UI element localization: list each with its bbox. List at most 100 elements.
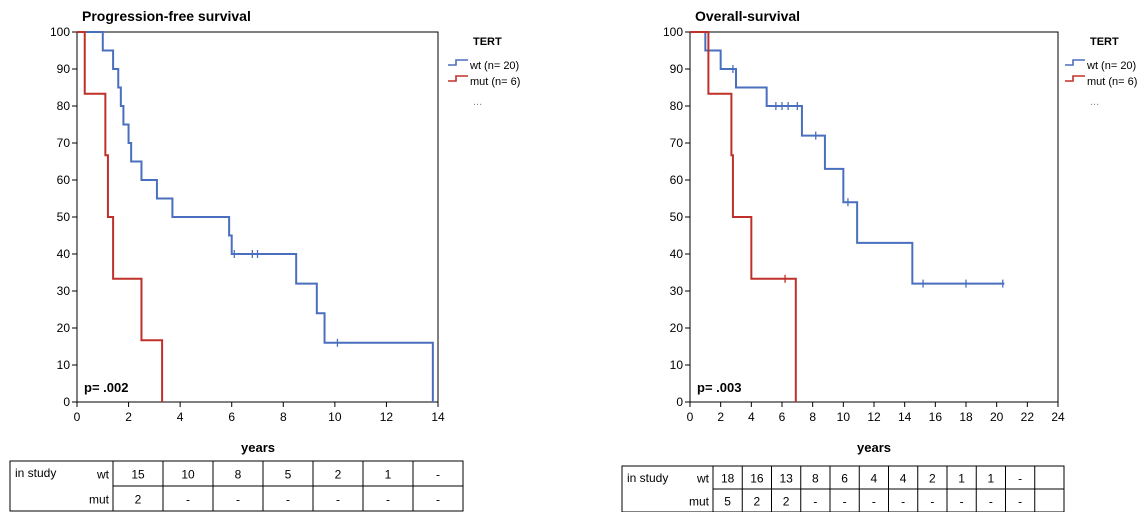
x-axis-label: years — [241, 440, 275, 455]
y-tick-label: 0 — [676, 395, 683, 409]
x-axis-label: years — [857, 440, 891, 455]
x-tick-label: 12 — [867, 410, 881, 424]
x-tick-label: 4 — [748, 410, 755, 424]
risk-table: in study wt 18 16 13 8 6 4 4 2 1 1 - mut 5 2 2 - - - - - - - - — [621, 465, 1065, 512]
table-cell: - — [930, 495, 934, 509]
y-tick-label: 50 — [670, 210, 684, 224]
table-cell: 5 — [285, 468, 292, 482]
legend-swatch — [1065, 75, 1085, 82]
table-cell: - — [872, 495, 876, 509]
table-group-label: mut — [89, 493, 110, 507]
table-cell: - — [989, 495, 993, 509]
table-cell: 2 — [135, 493, 142, 507]
table-cell: - — [843, 495, 847, 509]
legend-swatch — [1065, 59, 1085, 66]
x-tick-label: 14 — [431, 410, 445, 424]
x-tick-label: 18 — [959, 410, 973, 424]
series-wt — [77, 31, 434, 402]
x-tick-label: 14 — [898, 410, 912, 424]
legend: TERT wt (n= 20) mut (n= 6)... — [1065, 36, 1137, 108]
table-cell: 1 — [958, 472, 965, 486]
legend-title: TERT — [1090, 36, 1119, 48]
y-tick-label: 40 — [57, 247, 71, 261]
table-cell: - — [1018, 472, 1022, 486]
series-mut — [77, 31, 164, 402]
x-tick-label: 6 — [779, 410, 786, 424]
table-cell: - — [436, 493, 440, 507]
x-axis: 0 2 4 6 8 10 12 14 — [74, 402, 445, 424]
x-tick-label: 2 — [125, 410, 132, 424]
table-cell: 4 — [871, 472, 878, 486]
x-tick-label: 0 — [687, 410, 694, 424]
table-cell: 2 — [335, 468, 342, 482]
y-tick-label: 30 — [670, 284, 684, 298]
table-cell: - — [436, 468, 440, 482]
x-tick-label: 10 — [328, 410, 342, 424]
legend-label: mut (n= 6) — [1087, 76, 1137, 88]
table-cell: 16 — [750, 472, 764, 486]
legend-more: ... — [1090, 96, 1099, 108]
legend-swatch — [448, 59, 468, 66]
survival-line — [77, 31, 434, 402]
y-tick-label: 70 — [670, 136, 684, 150]
p-value-label: p= .003 — [697, 380, 741, 395]
risk-table: in study wt 15 10 8 5 2 1 - mut 2 - - - - - - — [9, 460, 464, 512]
series-mut — [690, 31, 797, 402]
chart-1: Progression-free survival010203040506070… — [9, 8, 520, 512]
y-axis: 0 10 20 30 40 50 60 70 80 90 100 — [50, 25, 77, 409]
table-cell: 2 — [929, 472, 936, 486]
table-cell: 6 — [841, 472, 848, 486]
table-label: in study — [627, 471, 668, 485]
y-tick-label: 70 — [57, 136, 71, 150]
survival-line — [690, 31, 797, 402]
table-cell: 10 — [181, 468, 195, 482]
table-cell: - — [1018, 495, 1022, 509]
survival-line — [690, 31, 1005, 285]
y-axis: 0 10 20 30 40 50 60 70 80 90 100 — [663, 25, 690, 409]
x-tick-label: 6 — [228, 410, 235, 424]
y-tick-label: 100 — [50, 25, 70, 39]
table-cell: - — [286, 493, 290, 507]
chart-title: Overall-survival — [695, 8, 800, 24]
table-label: in study — [15, 466, 56, 480]
table-cell: 2 — [754, 495, 761, 509]
x-axis: 0 2 4 6 8 10 12 14 16 18 20 22 24 — [687, 402, 1065, 424]
y-tick-label: 10 — [670, 358, 684, 372]
y-tick-label: 20 — [57, 321, 71, 335]
table-group-label: wt — [696, 472, 710, 486]
table-cell: 1 — [988, 472, 995, 486]
p-value-label: p= .002 — [84, 380, 128, 395]
table-cell: 18 — [721, 472, 735, 486]
table-group-label: wt — [96, 468, 110, 482]
table-cell: - — [336, 493, 340, 507]
table-group-label: mut — [689, 495, 710, 509]
y-tick-label: 60 — [57, 173, 71, 187]
x-tick-label: 2 — [717, 410, 724, 424]
y-tick-label: 10 — [57, 358, 71, 372]
y-tick-label: 40 — [670, 247, 684, 261]
x-tick-label: 22 — [1021, 410, 1035, 424]
legend-label: wt (n= 20) — [469, 60, 519, 72]
y-tick-label: 0 — [63, 395, 70, 409]
y-tick-label: 80 — [57, 99, 71, 113]
x-tick-label: 8 — [280, 410, 287, 424]
legend-more: ... — [473, 96, 482, 108]
table-cell: - — [386, 493, 390, 507]
table-cell: - — [901, 495, 905, 509]
y-tick-label: 80 — [670, 99, 684, 113]
y-tick-label: 100 — [663, 25, 683, 39]
table-cell: - — [186, 493, 190, 507]
x-tick-label: 12 — [380, 410, 394, 424]
table-cell: 8 — [235, 468, 242, 482]
legend: TERT wt (n= 20) mut (n= 6)... — [448, 36, 520, 108]
x-tick-label: 4 — [177, 410, 184, 424]
x-tick-label: 8 — [809, 410, 816, 424]
table-cell: - — [960, 495, 964, 509]
y-tick-label: 60 — [670, 173, 684, 187]
x-tick-label: 10 — [837, 410, 851, 424]
table-cell: 1 — [385, 468, 392, 482]
y-tick-label: 30 — [57, 284, 71, 298]
chart-title: Progression-free survival — [82, 8, 251, 24]
series-wt — [690, 31, 1005, 288]
table-cell: - — [813, 495, 817, 509]
